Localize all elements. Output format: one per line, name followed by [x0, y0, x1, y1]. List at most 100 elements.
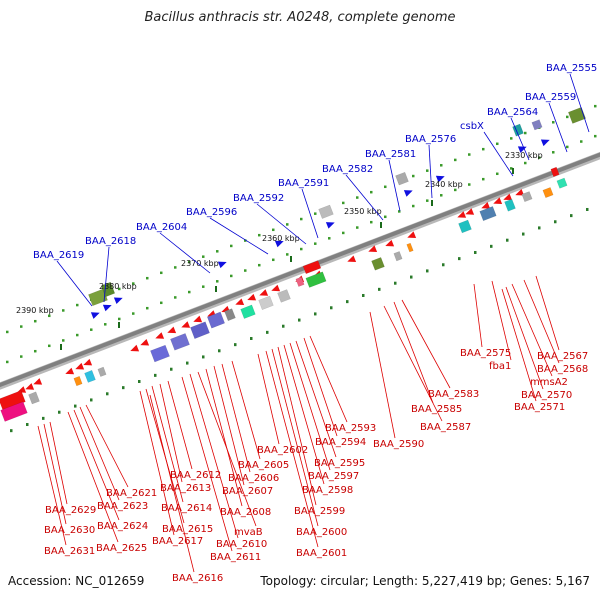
- scale-tick: [290, 256, 292, 262]
- scale-track-dot: [342, 201, 345, 205]
- scale-track-dot: [34, 319, 37, 323]
- reverse-gene-label: BAA_2594: [315, 437, 366, 448]
- reverse-gene-block: [258, 295, 274, 311]
- reverse-gene-block: [28, 391, 40, 405]
- forward-label-leader: [209, 217, 269, 255]
- reverse-gene-arrow: [457, 211, 467, 218]
- lower-track-dot: [474, 250, 477, 254]
- forward-gene-label: BAA_2604: [136, 222, 187, 233]
- reverse-gene-label: BAA_2593: [325, 423, 376, 434]
- reverse-gene-label: BAA_2570: [521, 390, 572, 401]
- reverse-label-leader: [289, 342, 331, 471]
- forward-gene-block: [567, 106, 587, 124]
- scale-track-dot: [300, 217, 303, 221]
- scale-track-dot: [524, 131, 527, 135]
- forward-label-leader: [510, 117, 530, 161]
- scale-track-dot: [370, 220, 373, 224]
- forward-label-leader: [159, 232, 211, 274]
- forward-gene-label: BAA_2591: [278, 178, 329, 189]
- map-title: Bacillus anthracis str. A0248, complete …: [144, 10, 456, 25]
- lower-track-dot: [458, 257, 461, 261]
- reverse-gene-block: [84, 369, 96, 383]
- reverse-label-leader: [303, 337, 338, 437]
- reverse-label-leader: [139, 390, 175, 536]
- forward-gene-label: csbX: [460, 121, 484, 132]
- lower-track-dot: [42, 416, 45, 420]
- scale-track-dot: [356, 196, 359, 199]
- reverse-gene-arrow: [493, 197, 503, 204]
- reverse-gene-label: BAA_2590: [373, 439, 424, 450]
- reverse-gene-label: BAA_2615: [162, 524, 213, 535]
- reverse-label-leader: [265, 350, 319, 548]
- scale-track-dot: [62, 309, 65, 312]
- scale-track-dot: [412, 204, 415, 208]
- scale-track-dot: [230, 274, 233, 278]
- reverse-label-leader: [189, 373, 239, 539]
- reverse-gene-label: BAA_2608: [220, 507, 271, 518]
- reverse-gene-block: [277, 289, 291, 303]
- scale-label: 2330 kbp: [505, 151, 543, 160]
- lower-track-dot: [362, 293, 365, 297]
- reverse-gene-arrow: [481, 202, 491, 209]
- reverse-label-leader: [159, 383, 183, 483]
- scale-track-dot: [146, 306, 149, 310]
- genome-backbone: [0, 152, 600, 388]
- lower-track-dot: [570, 214, 573, 218]
- scale-track-dot: [48, 344, 51, 348]
- scale-track-dot: [6, 330, 9, 334]
- scale-track-dot: [314, 212, 317, 215]
- reverse-label-leader: [49, 421, 68, 505]
- scale-track-dot: [104, 323, 107, 326]
- reverse-gene-block: [305, 271, 327, 288]
- lower-track-dot: [554, 220, 557, 224]
- reverse-gene-arrow: [17, 386, 27, 393]
- scale-track-dot: [566, 115, 569, 119]
- reverse-gene-block: [150, 344, 170, 363]
- forward-gene-label: BAA_2555: [546, 63, 597, 74]
- scale-track-dot: [426, 169, 429, 172]
- scale-track-dot: [482, 147, 485, 151]
- lower-track-dot: [586, 207, 589, 211]
- reverse-gene-arrow: [75, 362, 85, 370]
- lower-track-dot: [394, 281, 397, 285]
- reverse-label-leader: [197, 371, 257, 527]
- reverse-gene-label: BAA_2624: [97, 521, 148, 532]
- scale-track-dot: [454, 158, 457, 162]
- lower-track-dot: [442, 263, 445, 267]
- reverse-gene-label: BAA_2605: [238, 460, 289, 471]
- forward-gene-label: BAA_2576: [405, 134, 456, 145]
- scale-track-dot: [146, 276, 149, 280]
- reverse-label-leader: [535, 275, 560, 351]
- reverse-label-leader: [369, 311, 396, 439]
- reverse-gene-label: BAA_2631: [44, 546, 95, 557]
- scale-track-dot: [314, 242, 317, 245]
- lower-track-dot: [74, 404, 77, 408]
- forward-gene-label: BAA_2559: [525, 92, 576, 103]
- scale-tick: [380, 222, 382, 228]
- scale-track-dot: [440, 164, 443, 167]
- scale-track-dot: [244, 269, 247, 272]
- reverse-gene-block: [504, 198, 516, 212]
- scale-track-dot: [230, 244, 233, 248]
- scale-track-dot: [174, 296, 177, 299]
- forward-label-leader: [569, 73, 590, 133]
- lower-track-dot: [538, 226, 541, 230]
- lower-track-dot: [506, 238, 509, 242]
- reverse-label-leader: [37, 425, 67, 546]
- reverse-label-leader: [473, 283, 483, 348]
- forward-gene-block: [395, 171, 409, 186]
- reverse-label-leader: [393, 301, 434, 404]
- scale-track-dot: [202, 255, 205, 258]
- scale-track-dot: [160, 271, 163, 275]
- forward-label-leader: [548, 102, 568, 153]
- forward-label-leader: [428, 144, 433, 199]
- scale-track-dot: [594, 104, 597, 108]
- scale-track-dot: [468, 153, 471, 156]
- lower-track-dot: [234, 343, 237, 347]
- forward-gene-block: [318, 204, 334, 219]
- lower-track-dot: [26, 423, 29, 427]
- reverse-gene-label: BAA_2607: [222, 486, 273, 497]
- reverse-gene-arrow: [167, 326, 177, 334]
